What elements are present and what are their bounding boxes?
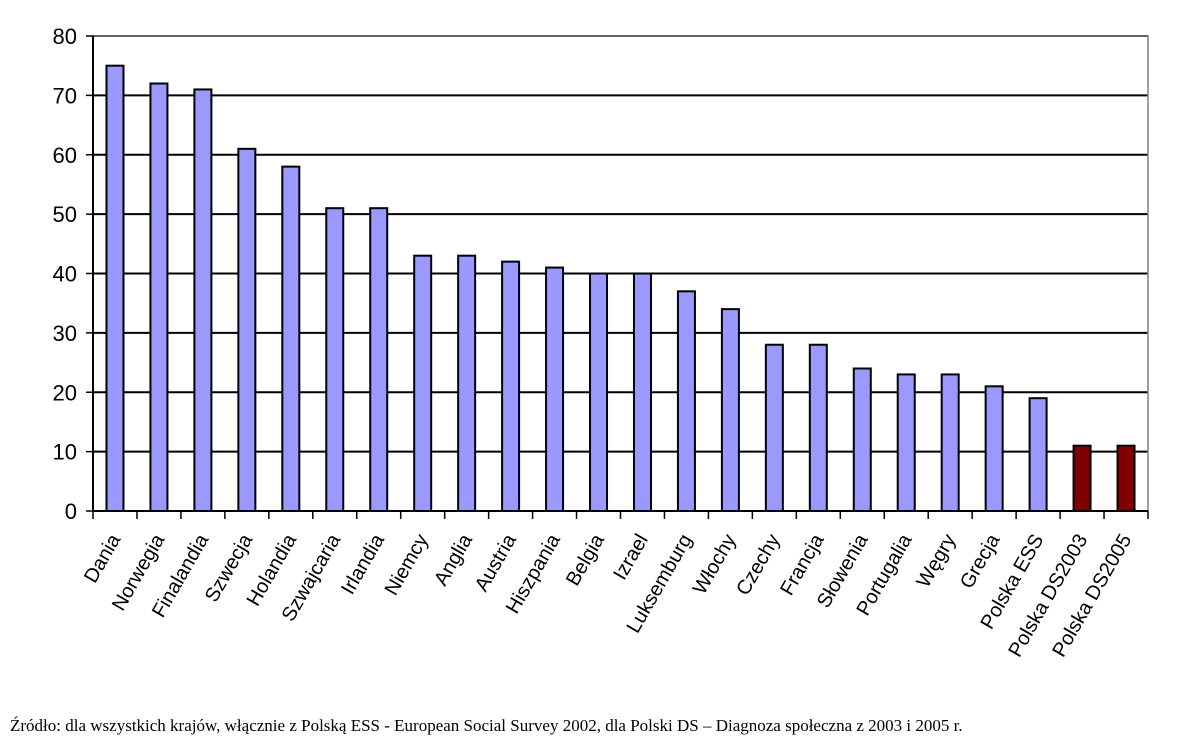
x-tick-label: Grecja (956, 530, 1005, 593)
y-tick-label: 80 (53, 24, 77, 49)
bar (413, 254, 433, 512)
bar (369, 207, 389, 512)
bar (676, 290, 696, 512)
bar (764, 343, 784, 512)
bar (1028, 397, 1048, 512)
bar (984, 385, 1004, 512)
x-tick-label: Dania (80, 530, 126, 587)
bar (589, 272, 609, 512)
bar (1072, 444, 1092, 512)
y-tick-labels: 0 10 20 30 40 50 60 70 80 (53, 24, 77, 524)
bar (193, 88, 213, 512)
bar (501, 260, 521, 512)
bar (852, 367, 872, 512)
y-tick-label: 70 (53, 83, 77, 108)
axes (86, 35, 1149, 519)
y-tick-label: 60 (53, 143, 77, 168)
bar (720, 308, 740, 512)
bar (632, 272, 652, 512)
bar (325, 207, 345, 512)
source-note: Źródło: dla wszystkich krajów, włącznie … (10, 716, 963, 735)
y-tick-label: 10 (53, 440, 77, 465)
bar (896, 373, 916, 512)
bar (545, 266, 565, 512)
y-tick-label: 20 (53, 380, 77, 405)
y-tick-label: 40 (53, 262, 77, 287)
gridlines (93, 35, 1148, 453)
x-tick-label: Izrael (609, 531, 653, 584)
bars (105, 64, 1136, 512)
y-tick-label: 50 (53, 202, 77, 227)
bar (281, 165, 301, 512)
x-tick-labels: DaniaNorwegiaFinalandiaSzwecjaHolandiaSz… (80, 530, 1136, 661)
bar (149, 82, 169, 512)
y-tick-label: 0 (65, 499, 77, 524)
x-tick-label: Węgry (913, 531, 961, 592)
x-tick-label: Niemcy (381, 531, 433, 600)
x-tick-label: Anglia (430, 530, 477, 590)
bar (105, 64, 125, 512)
bar (1116, 444, 1136, 512)
bar (940, 373, 960, 512)
bar (237, 147, 257, 512)
x-tick-label: Belgia (562, 530, 609, 590)
y-tick-label: 30 (53, 321, 77, 346)
bar (808, 343, 828, 512)
bar (457, 254, 477, 512)
